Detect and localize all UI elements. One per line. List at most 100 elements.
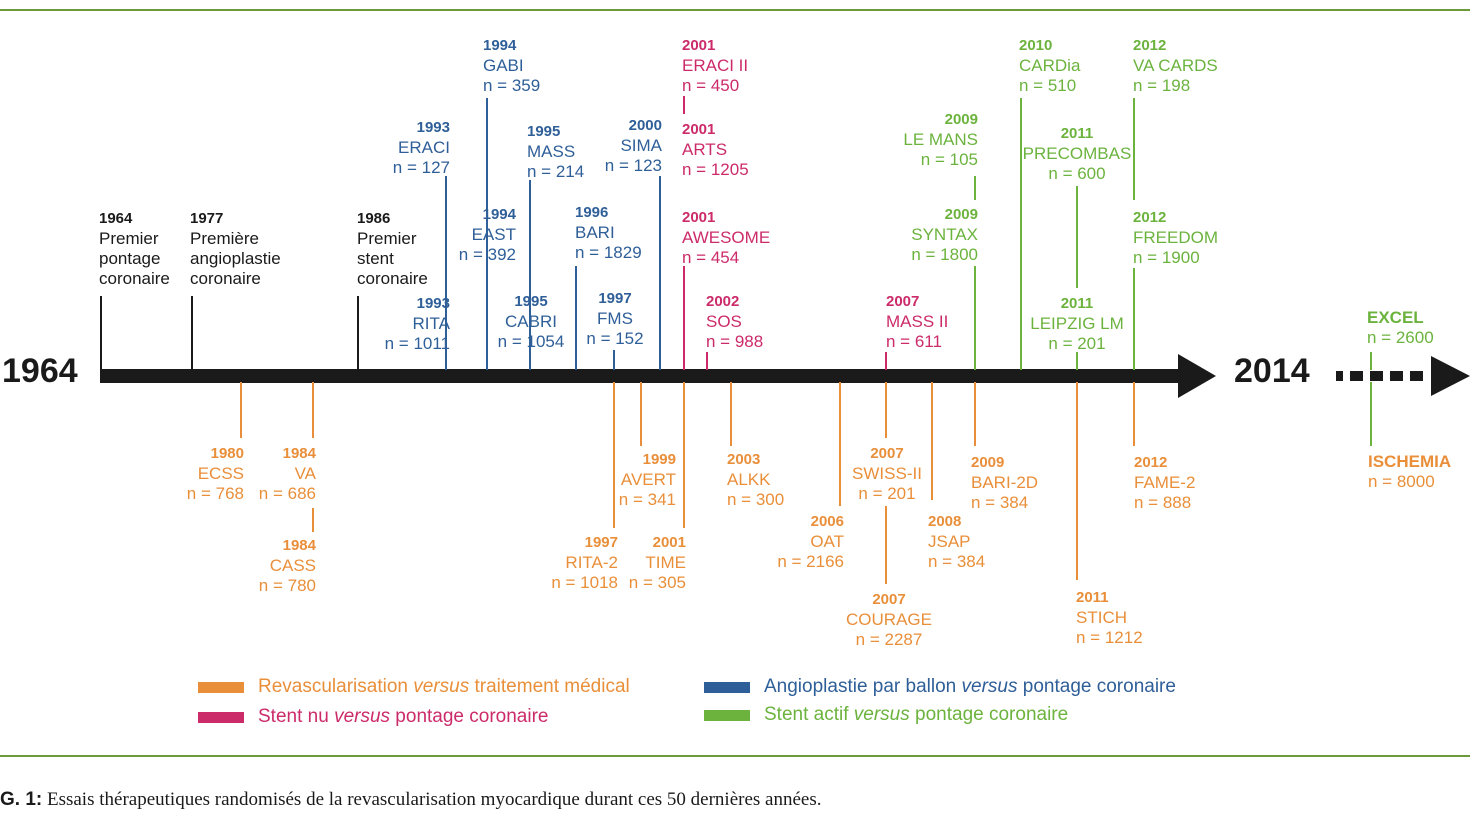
trial-count: n = 1829 [575, 243, 642, 262]
trial-ischemia: ISCHEMIA n = 8000 [1368, 452, 1451, 492]
trial-count: n = 450 [682, 76, 740, 95]
milestone-line: pontage [99, 249, 161, 268]
trial-count: n = 305 [628, 573, 686, 592]
trial-year: 2007 [886, 293, 920, 310]
trial-avert: 1999 AVERT n = 341 [604, 450, 676, 510]
trial-count: n = 454 [682, 248, 740, 267]
trial-year: 1980 [210, 445, 244, 462]
milestone-line: angioplastie [190, 249, 281, 268]
caption-label: G. 1: [0, 789, 43, 810]
legend-swatch [198, 711, 244, 723]
trial-count: n = 8000 [1368, 472, 1435, 491]
trial-name: RITA-2 [565, 553, 618, 572]
trial-oat: 2006 OAT n = 2166 [766, 512, 844, 572]
trial-year: 2009 [971, 454, 1005, 471]
trial-count: n = 2287 [855, 630, 923, 649]
trial-name: BARI-2D [971, 473, 1039, 492]
trial-name: SWISS-II [852, 464, 922, 483]
trial-le-mans: 2009 LE MANS n = 105 [880, 110, 978, 170]
trial-east: 1994 EAST n = 392 [430, 205, 516, 265]
trial-name: AVERT [620, 470, 676, 489]
trial-name: AWESOME [682, 228, 771, 247]
trial-name: ERACI II [682, 56, 749, 75]
trial-eraci: 1993 ERACI n = 127 [370, 118, 450, 178]
trial-name: SYNTAX [911, 225, 978, 244]
milestone-line: coronaire [99, 269, 170, 288]
trial-count: n = 1054 [497, 332, 565, 351]
trial-name: SOS [706, 312, 742, 331]
trial-count: n = 105 [920, 150, 978, 169]
trial-year: 2011 [1060, 125, 1094, 142]
legend-versus: versus [413, 676, 470, 697]
legend-versus: versus [961, 676, 1018, 697]
timeline-arrowhead [1178, 354, 1216, 398]
trial-count: n = 127 [392, 158, 450, 177]
trial-bari-2d: 2009 BARI-2D n = 384 [971, 453, 1038, 513]
trial-count: n = 152 [586, 329, 644, 348]
legend-text: pontage coronaire [390, 706, 549, 727]
milestone-line: Premier [357, 229, 417, 248]
trial-name: FAME-2 [1134, 473, 1196, 492]
trial-count: n = 300 [727, 490, 785, 509]
legend-text: Revascularisation [258, 676, 414, 697]
milestone-1964: 1964 Premier pontage coronaire [99, 209, 170, 289]
trial-year: 2002 [706, 293, 740, 310]
trial-year: 2010 [1019, 37, 1053, 54]
trial-name: COURAGE [846, 610, 932, 629]
legend-text: pontage coronaire [909, 704, 1069, 725]
trial-year: 2008 [928, 513, 962, 530]
trial-count: n = 1800 [911, 245, 978, 264]
milestone-year: 1986 [357, 210, 391, 227]
trial-cardia: 2010 CARDia n = 510 [1019, 36, 1080, 96]
legend-item-orange: Revascularisation versus traitement médi… [198, 676, 630, 698]
timeline-start-year: 1964 [2, 352, 78, 390]
trial-sos: 2002 SOS n = 988 [706, 292, 763, 352]
trial-count: n = 123 [604, 156, 662, 175]
trial-year: 1984 [282, 537, 316, 554]
timeline-end-year: 2014 [1234, 352, 1310, 390]
trial-name: ECSS [197, 464, 244, 483]
dash-segment [1350, 371, 1363, 381]
trial-year: 2012 [1134, 454, 1168, 471]
trial-count: n = 1212 [1076, 628, 1143, 647]
trial-count: n = 341 [618, 490, 676, 509]
trial-mass: 1995 MASS n = 214 [527, 122, 584, 182]
trial-precombas: 2011 PRECOMBAS n = 600 [1022, 124, 1132, 184]
trial-year: 1999 [642, 451, 676, 468]
trial-name: ERACI [398, 138, 450, 157]
trial-year: 2012 [1133, 209, 1167, 226]
trial-name: FMS [597, 309, 633, 328]
dash-segment [1410, 371, 1423, 381]
milestone-line: stent [357, 249, 394, 268]
trial-year: 2007 [872, 591, 906, 608]
trial-count: n = 888 [1134, 493, 1192, 512]
legend-text: traitement médical [469, 676, 630, 697]
trial-name: OAT [810, 532, 844, 551]
trial-name: EXCEL [1367, 308, 1424, 327]
trial-year: 1995 [527, 123, 561, 140]
trial-name: STICH [1076, 608, 1127, 627]
trial-leipzig-lm: 2011 LEIPZIG LM n = 201 [1022, 294, 1132, 354]
trial-name: PRECOMBAS [1022, 144, 1132, 163]
trial-name: VA CARDS [1133, 56, 1218, 75]
legend-text: Stent actif [764, 704, 854, 725]
trial-name: LE MANS [903, 130, 978, 149]
trial-count: n = 988 [706, 332, 764, 351]
trial-name: LEIPZIG LM [1030, 314, 1124, 333]
trial-year: 2009 [944, 206, 978, 223]
trial-alkk: 2003 ALKK n = 300 [727, 450, 784, 510]
trial-awesome: 2001 AWESOME n = 454 [682, 208, 770, 268]
trial-name: JSAP [928, 532, 971, 551]
trial-name: SIMA [620, 136, 662, 155]
trial-year: 2007 [870, 445, 904, 462]
trial-gabi: 1994 GABI n = 359 [483, 36, 540, 96]
trial-sima: 2000 SIMA n = 123 [596, 116, 662, 176]
trial-rita-2: 1997 RITA-2 n = 1018 [546, 533, 618, 593]
milestone-year: 1964 [99, 210, 133, 227]
trial-va-cards: 2012 VA CARDS n = 198 [1133, 36, 1218, 96]
legend-versus: versus [334, 706, 391, 727]
milestone-1977: 1977 Première angioplastie coronaire [190, 209, 281, 289]
trial-name: GABI [483, 56, 524, 75]
trial-year: 2006 [810, 513, 844, 530]
legend-versus: versus [853, 704, 910, 725]
